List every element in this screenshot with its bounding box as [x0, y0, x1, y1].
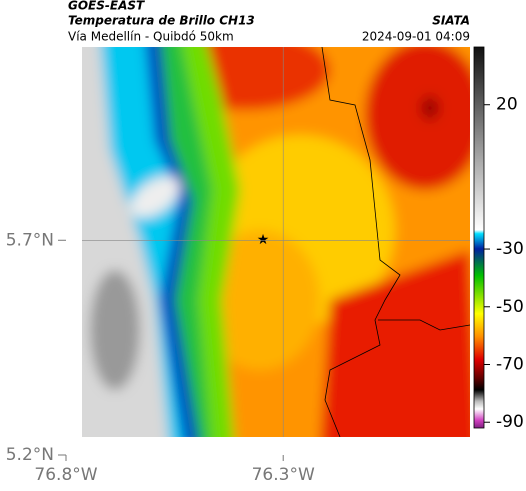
y-tick-label: 5.2°N	[6, 445, 54, 465]
colorbar	[473, 46, 485, 429]
datetime: 2024-09-01 04:09	[362, 30, 470, 44]
source: GOES-EAST	[68, 0, 145, 13]
subtitle: Vía Medellín - Quibdó 50km	[68, 30, 234, 44]
heatmap	[82, 47, 470, 437]
colorbar-tick-label: -70	[496, 355, 524, 375]
colorbar-tick-label: -90	[496, 412, 524, 432]
colorbar-tick-label: 20	[496, 95, 518, 115]
colorbar-tick-label: -30	[496, 239, 524, 259]
title: Temperatura de Brillo CH13	[68, 14, 255, 28]
y-tick-label: 5.7°N	[6, 230, 54, 250]
colorbar-tick-label: -50	[496, 297, 524, 317]
x-tick-label: 76.8°W	[34, 465, 97, 485]
agency: SIATA	[432, 14, 470, 28]
x-tick-label: 76.3°W	[252, 465, 315, 485]
